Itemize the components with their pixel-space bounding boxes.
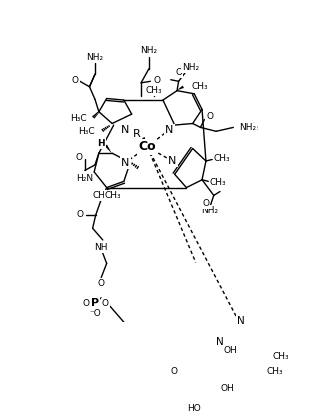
Text: NH₂: NH₂ [241,123,258,132]
Text: OH: OH [223,346,237,355]
Text: O: O [82,299,89,308]
Text: NH₂: NH₂ [86,53,104,61]
Text: OH: OH [221,384,235,393]
Text: CH₃: CH₃ [105,191,121,200]
Text: HO: HO [187,404,201,412]
Text: NH₂: NH₂ [182,63,199,72]
Text: CH₃: CH₃ [214,154,230,163]
Text: NH: NH [94,243,108,252]
Text: P: P [91,298,99,308]
Text: O: O [102,299,108,308]
Text: N: N [121,157,130,168]
Text: CH₃: CH₃ [191,82,208,91]
Text: CH₃: CH₃ [266,367,283,376]
Text: O: O [75,153,82,162]
Polygon shape [105,145,112,153]
Text: N: N [237,316,245,326]
Polygon shape [212,352,220,361]
Text: CH₃: CH₃ [145,86,162,95]
Text: NH₂: NH₂ [140,46,157,55]
Text: N: N [121,125,130,135]
Text: O: O [203,199,210,208]
Text: O: O [98,279,105,288]
Text: O: O [76,211,84,220]
Text: N: N [165,125,173,135]
Text: NH₂: NH₂ [239,123,256,132]
Text: H₂N: H₂N [76,174,93,183]
Text: H: H [97,139,105,148]
Text: R: R [132,129,140,139]
Polygon shape [142,137,147,147]
Text: CH₃: CH₃ [92,191,109,200]
Text: N: N [216,337,224,347]
Text: N: N [168,156,177,166]
Text: CH₃: CH₃ [210,178,227,187]
Text: H₃C: H₃C [70,114,86,122]
Text: NH₂: NH₂ [201,206,219,215]
Text: O: O [206,112,213,121]
Text: O: O [72,76,79,85]
Text: ⁻O: ⁻O [89,309,101,318]
Text: O: O [171,367,177,376]
Text: Co: Co [139,140,156,153]
Polygon shape [210,379,217,386]
Text: O: O [153,76,160,85]
Text: CH₃: CH₃ [272,352,289,361]
Text: H₃C: H₃C [78,127,95,136]
Text: O: O [175,68,182,77]
Polygon shape [177,86,184,90]
